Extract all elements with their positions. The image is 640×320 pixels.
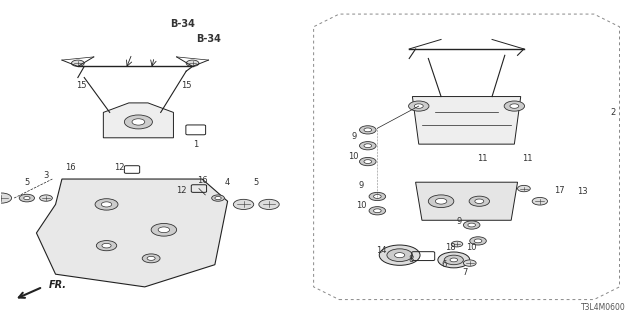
Circle shape: [132, 119, 145, 125]
Text: B-34: B-34: [196, 35, 221, 44]
Text: 9: 9: [456, 217, 461, 226]
Text: 13: 13: [577, 187, 588, 196]
Circle shape: [234, 199, 253, 210]
Circle shape: [101, 202, 112, 207]
Circle shape: [72, 60, 84, 67]
Text: 11: 11: [522, 154, 532, 163]
Circle shape: [364, 144, 372, 148]
Circle shape: [444, 255, 463, 265]
Text: 16: 16: [65, 164, 76, 172]
Text: 15: 15: [181, 81, 191, 90]
Circle shape: [186, 60, 199, 67]
Circle shape: [428, 195, 454, 208]
Text: 10: 10: [349, 152, 359, 161]
Text: 7: 7: [463, 268, 468, 277]
Circle shape: [374, 195, 381, 198]
Circle shape: [504, 101, 525, 111]
Polygon shape: [415, 182, 518, 220]
Polygon shape: [412, 97, 521, 144]
Text: 5: 5: [253, 178, 259, 187]
Polygon shape: [36, 179, 228, 287]
Text: 10: 10: [356, 202, 367, 211]
Text: FR.: FR.: [49, 280, 67, 291]
Circle shape: [0, 193, 12, 203]
Circle shape: [369, 192, 386, 201]
Circle shape: [438, 252, 470, 268]
Circle shape: [360, 142, 376, 150]
Text: 9: 9: [359, 181, 364, 190]
Text: 3: 3: [44, 172, 49, 180]
Circle shape: [387, 249, 412, 261]
Text: 8: 8: [408, 255, 414, 264]
Circle shape: [212, 195, 225, 201]
Text: 10: 10: [467, 243, 477, 252]
Text: T3L4M0600: T3L4M0600: [581, 303, 626, 312]
Circle shape: [450, 258, 458, 262]
Circle shape: [97, 241, 116, 251]
Circle shape: [360, 157, 376, 166]
Circle shape: [142, 254, 160, 263]
Text: 6: 6: [442, 260, 447, 269]
Circle shape: [468, 223, 476, 227]
Circle shape: [532, 197, 547, 205]
Circle shape: [151, 223, 177, 236]
Circle shape: [124, 115, 152, 129]
Circle shape: [394, 252, 404, 258]
Text: 12: 12: [114, 164, 125, 172]
Text: 15: 15: [76, 81, 86, 90]
Text: B-34: B-34: [170, 19, 195, 28]
Circle shape: [414, 104, 423, 108]
Text: 18: 18: [445, 243, 456, 252]
Circle shape: [95, 199, 118, 210]
Text: 2: 2: [611, 108, 616, 117]
Circle shape: [215, 196, 221, 200]
Circle shape: [259, 199, 279, 210]
Circle shape: [451, 241, 463, 247]
Circle shape: [435, 198, 447, 204]
Circle shape: [102, 244, 111, 248]
Circle shape: [24, 196, 30, 200]
Text: 1: 1: [193, 140, 198, 148]
Circle shape: [374, 209, 381, 213]
Circle shape: [463, 221, 480, 229]
Text: 16: 16: [197, 176, 208, 185]
Circle shape: [360, 126, 376, 134]
Circle shape: [470, 237, 486, 245]
Circle shape: [19, 194, 35, 202]
Text: 4: 4: [225, 178, 230, 187]
Circle shape: [408, 101, 429, 111]
Circle shape: [147, 256, 155, 260]
Text: 11: 11: [477, 154, 488, 163]
Circle shape: [380, 245, 420, 265]
Circle shape: [369, 207, 386, 215]
Circle shape: [364, 160, 372, 164]
Circle shape: [364, 128, 372, 132]
Circle shape: [510, 104, 519, 108]
Circle shape: [463, 260, 476, 266]
Text: 9: 9: [351, 132, 356, 141]
Text: 12: 12: [177, 186, 187, 195]
Circle shape: [474, 239, 482, 243]
Circle shape: [158, 227, 170, 233]
Circle shape: [469, 196, 490, 206]
Polygon shape: [103, 103, 173, 138]
Circle shape: [475, 199, 484, 204]
Text: 17: 17: [554, 186, 564, 195]
Text: 14: 14: [376, 246, 387, 255]
Circle shape: [518, 185, 531, 192]
Circle shape: [40, 195, 52, 201]
Text: 5: 5: [24, 178, 29, 187]
